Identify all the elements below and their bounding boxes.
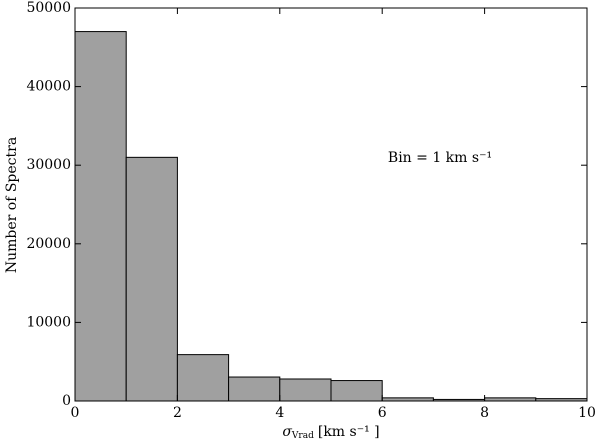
x-tick-label: 8 (480, 405, 489, 421)
bar (330, 380, 383, 402)
y-axis-label: Number of Spectra (4, 137, 20, 273)
x-tick-label: 4 (275, 405, 284, 421)
x-label-subscript: Vrad (291, 431, 314, 440)
y-tick-label: 30000 (26, 157, 71, 173)
bar (125, 156, 178, 402)
y-tick-label: 20000 (26, 236, 71, 252)
y-tick-label: 40000 (26, 79, 71, 95)
bar (176, 354, 230, 402)
y-tick-label: 50000 (26, 0, 71, 16)
x-label-symbol: σ (282, 424, 292, 440)
y-tick-label: 10000 (26, 314, 71, 330)
x-tick-label: 0 (71, 405, 80, 421)
x-label-unit: [km s⁻¹ ] (318, 424, 380, 440)
annotation: Bin = 1 km s⁻¹ (388, 150, 492, 166)
bar (74, 31, 127, 402)
plot-frame (74, 7, 588, 402)
bar (228, 376, 281, 402)
y-tick-label: 0 (62, 393, 71, 409)
x-tick-label: 6 (378, 405, 387, 421)
x-tick-label: 10 (578, 405, 596, 421)
x-axis-label: σVrad [km s⁻¹ ] (282, 424, 379, 440)
bar (279, 378, 332, 402)
x-tick-label: 2 (173, 405, 182, 421)
